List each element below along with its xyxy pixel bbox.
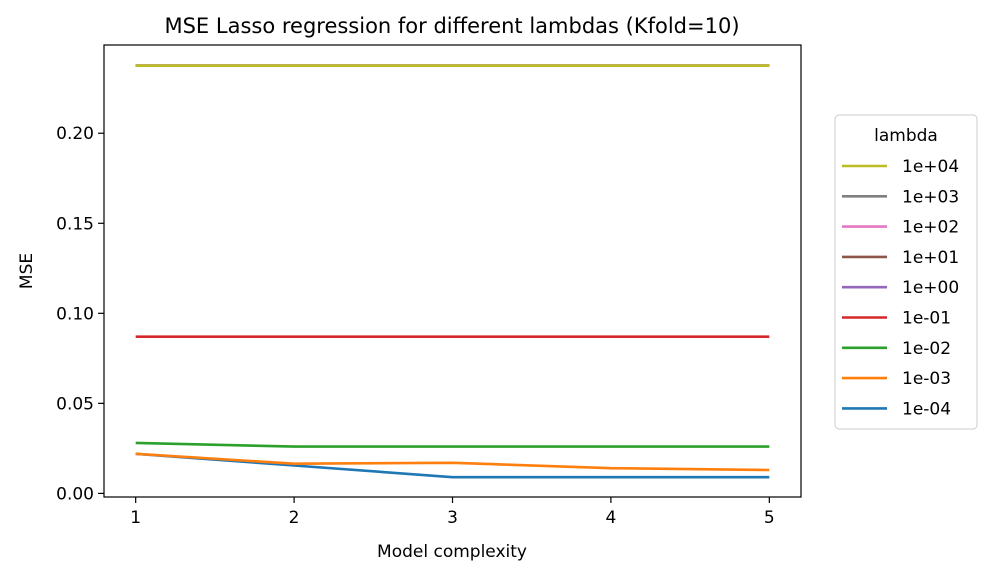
x-axis-label: Model complexity xyxy=(377,542,527,562)
legend-label: 1e-04 xyxy=(902,399,951,419)
legend-label: 1e-01 xyxy=(902,309,951,329)
x-tick-label: 3 xyxy=(447,508,458,528)
legend-label: 1e+01 xyxy=(902,248,959,268)
legend-label: 1e-02 xyxy=(902,339,951,359)
y-tick-label: 0.05 xyxy=(56,394,94,414)
legend-label: 1e-03 xyxy=(902,369,951,389)
y-tick-label: 0.20 xyxy=(56,124,94,144)
x-axis-ticks: 1 2 3 4 5 xyxy=(130,497,775,528)
legend-items: 1e+04 1e+03 1e+02 1e+01 1e+00 1e-01 1e-02 1e-03… xyxy=(842,157,959,419)
x-tick-label: 5 xyxy=(764,508,775,528)
y-tick-label: 0.00 xyxy=(56,484,94,504)
chart-title: MSE Lasso regression for different lambd… xyxy=(164,14,739,38)
y-tick-label: 0.10 xyxy=(56,304,94,324)
series-line-1e-03 xyxy=(135,452,770,472)
y-tick-label: 0.15 xyxy=(56,214,94,234)
legend-label: 1e+00 xyxy=(902,278,959,298)
series-line-1e-02 xyxy=(135,441,770,448)
x-tick-label: 2 xyxy=(289,508,300,528)
x-tick-label: 1 xyxy=(130,508,141,528)
series-layer xyxy=(135,64,770,479)
legend: lambda 1e+04 1e+03 1e+02 1e+01 1e+00 1e-01 1e-… xyxy=(834,114,978,430)
legend-label: 1e+03 xyxy=(902,187,959,207)
legend-label: 1e+04 xyxy=(902,157,959,177)
legend-box xyxy=(834,114,978,430)
x-tick-label: 4 xyxy=(605,508,616,528)
y-axis-ticks: 0.00 0.05 0.10 0.15 0.20 xyxy=(56,124,104,504)
legend-title: lambda xyxy=(874,126,938,146)
legend-label: 1e+02 xyxy=(902,218,959,238)
y-axis-label: MSE xyxy=(17,253,37,289)
